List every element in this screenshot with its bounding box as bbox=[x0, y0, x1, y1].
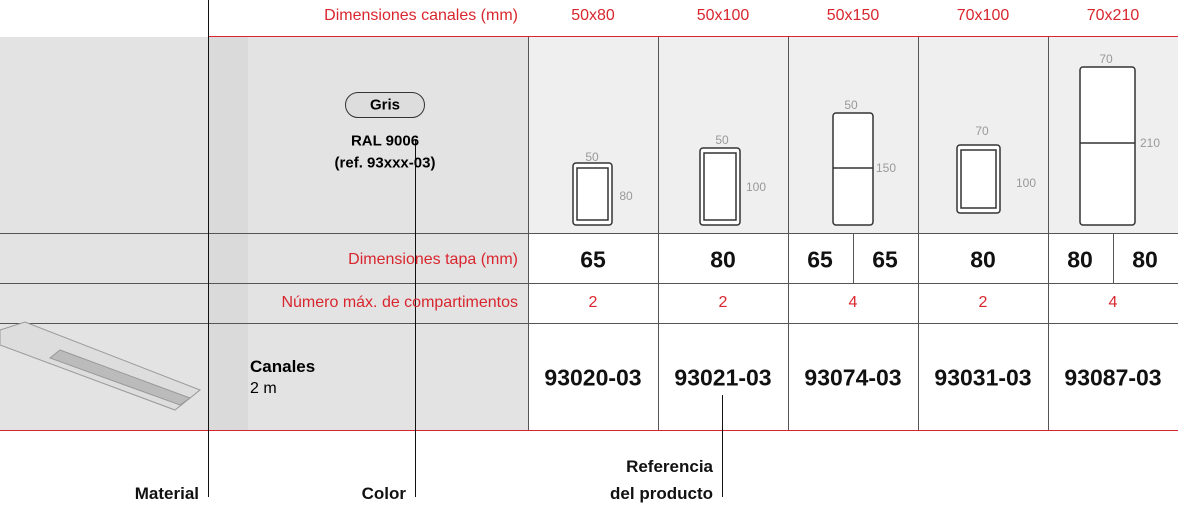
col-rule bbox=[1113, 233, 1114, 283]
pointer-line bbox=[208, 0, 209, 497]
dim: 150 bbox=[875, 161, 897, 175]
dim: 50 bbox=[585, 150, 599, 164]
pointer-line bbox=[415, 140, 416, 497]
col-rule bbox=[1048, 37, 1049, 430]
dim: 100 bbox=[745, 180, 767, 194]
dim: 80 bbox=[619, 189, 633, 203]
compartments: 2 bbox=[588, 294, 598, 311]
row-label: Dimensiones tapa (mm) bbox=[348, 251, 518, 268]
compartments: 4 bbox=[1108, 294, 1118, 311]
pointer-line bbox=[722, 395, 723, 497]
reference: 93021-03 bbox=[674, 364, 772, 391]
reference: 93031-03 bbox=[934, 364, 1032, 391]
reference: 93074-03 bbox=[804, 364, 902, 391]
size: 70x210 bbox=[1086, 7, 1140, 24]
color-pill bbox=[345, 92, 425, 118]
tapa: 65 bbox=[580, 246, 606, 273]
dim: 70 bbox=[975, 124, 989, 138]
legend-label: del producto bbox=[610, 484, 713, 503]
dim: 210 bbox=[1139, 136, 1161, 150]
dim: 70 bbox=[1099, 52, 1113, 66]
rule bbox=[0, 283, 1178, 284]
col-rule bbox=[528, 37, 529, 430]
col-rule bbox=[658, 37, 659, 430]
product-length: 2 m bbox=[250, 380, 277, 397]
reference: 93020-03 bbox=[544, 364, 642, 391]
tapa: 80 bbox=[1067, 246, 1093, 273]
channel-drawings bbox=[572, 66, 1136, 226]
compartments: 4 bbox=[848, 294, 858, 311]
compartments: 2 bbox=[978, 294, 988, 311]
header-label: Dimensiones canales (mm) bbox=[324, 7, 518, 24]
rule bbox=[0, 323, 1178, 324]
col-rule bbox=[788, 37, 789, 430]
tapa: 80 bbox=[710, 246, 736, 273]
size: 50x80 bbox=[571, 7, 615, 24]
compartments: 2 bbox=[718, 294, 728, 311]
tapa: 65 bbox=[807, 246, 833, 273]
dim: 50 bbox=[715, 133, 729, 147]
size: 50x150 bbox=[826, 7, 880, 24]
color-ref: (ref. 93xxx-03) bbox=[334, 154, 436, 172]
tapa: 80 bbox=[1132, 246, 1158, 273]
legend-label: Material bbox=[134, 484, 199, 503]
rule bbox=[0, 233, 1178, 234]
color-name: Gris bbox=[369, 96, 401, 114]
rule bbox=[0, 430, 1178, 431]
rule bbox=[208, 36, 1178, 37]
col-rule bbox=[853, 233, 854, 283]
dim: 50 bbox=[844, 98, 858, 112]
reference: 93087-03 bbox=[1064, 364, 1162, 391]
legend-label: Referencia bbox=[626, 457, 713, 476]
tapa: 80 bbox=[970, 246, 996, 273]
size: 70x100 bbox=[956, 7, 1010, 24]
tapa: 65 bbox=[872, 246, 898, 273]
col-rule bbox=[918, 37, 919, 430]
channel-photo bbox=[0, 321, 201, 411]
color-ral: RAL 9006 bbox=[350, 132, 420, 150]
dim: 100 bbox=[1015, 176, 1037, 190]
legend-label: Color bbox=[361, 484, 406, 503]
product-name: Canales bbox=[250, 357, 316, 376]
size: 50x100 bbox=[696, 7, 750, 24]
row-label: Número máx. de compartimentos bbox=[281, 294, 518, 311]
